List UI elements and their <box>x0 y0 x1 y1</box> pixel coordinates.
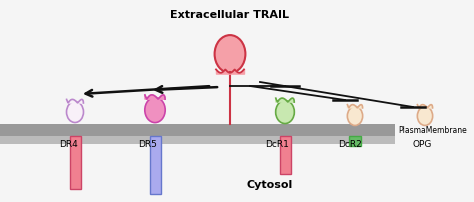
Ellipse shape <box>66 102 83 123</box>
Text: DcR2: DcR2 <box>338 139 362 148</box>
Ellipse shape <box>417 107 433 126</box>
Bar <box>70 136 81 189</box>
Ellipse shape <box>215 36 246 74</box>
Bar <box>0 136 395 144</box>
Polygon shape <box>67 100 83 103</box>
Text: Extracellular TRAIL: Extracellular TRAIL <box>171 10 290 20</box>
Text: OPG: OPG <box>413 139 432 148</box>
Text: DR4: DR4 <box>59 139 78 148</box>
Ellipse shape <box>347 107 363 126</box>
Text: DcR1: DcR1 <box>265 139 289 148</box>
Bar <box>0 124 395 136</box>
Polygon shape <box>145 95 165 100</box>
Polygon shape <box>347 105 363 108</box>
Ellipse shape <box>145 98 165 123</box>
Ellipse shape <box>276 101 294 124</box>
Bar <box>349 136 361 146</box>
Text: DR5: DR5 <box>138 139 157 148</box>
Text: PlasmaMembrane: PlasmaMembrane <box>398 126 467 135</box>
Bar <box>280 136 291 174</box>
Polygon shape <box>418 105 433 108</box>
Text: Cytosol: Cytosol <box>247 179 293 189</box>
Bar <box>150 136 161 194</box>
Polygon shape <box>276 99 294 103</box>
